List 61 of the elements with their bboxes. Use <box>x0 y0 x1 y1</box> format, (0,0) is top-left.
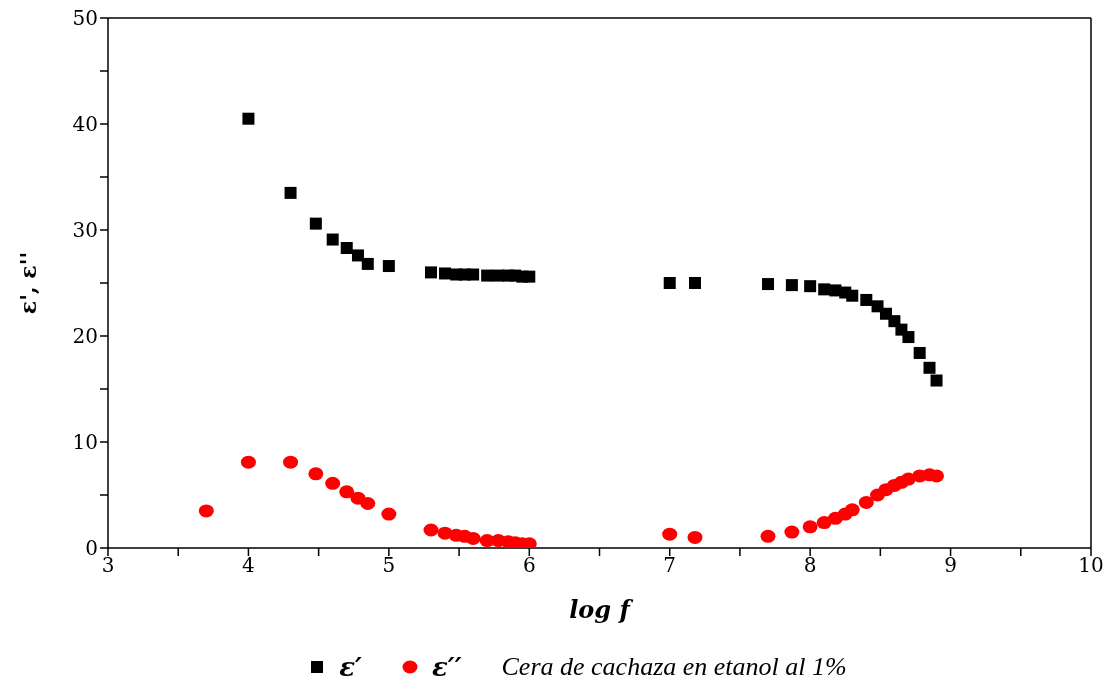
y-tick-label: 0 <box>85 536 98 561</box>
point <box>465 531 481 545</box>
legend-label: ε′ <box>339 652 362 682</box>
point <box>242 112 255 125</box>
legend-label: ε′′ <box>431 652 462 682</box>
point <box>858 495 874 509</box>
y-axis-title: ε', ε'' <box>14 251 41 315</box>
point <box>325 476 341 490</box>
y-tick-label: 40 <box>72 112 98 137</box>
point <box>687 530 703 544</box>
point <box>308 467 324 481</box>
point <box>846 289 859 302</box>
point <box>523 270 536 283</box>
x-tick-label: 4 <box>242 553 255 578</box>
y-tick-label: 30 <box>72 218 98 243</box>
point <box>662 527 678 541</box>
point <box>860 293 873 306</box>
point <box>802 520 818 534</box>
point <box>923 361 936 374</box>
y-tick-label: 20 <box>72 324 98 349</box>
x-tick-label: 3 <box>101 553 115 578</box>
point <box>423 523 439 537</box>
point <box>283 455 299 469</box>
point <box>481 269 494 282</box>
point <box>361 257 374 270</box>
point <box>381 507 397 521</box>
point <box>663 277 676 289</box>
point <box>360 496 376 510</box>
point <box>785 279 798 292</box>
x-tick-label: 6 <box>522 553 536 578</box>
point <box>339 485 355 499</box>
point <box>284 186 297 199</box>
point <box>762 278 775 291</box>
point <box>240 455 256 469</box>
point <box>818 283 831 296</box>
x-tick-label: 9 <box>944 553 957 578</box>
x-tick-label: 7 <box>663 553 677 578</box>
point <box>467 268 480 281</box>
point <box>784 525 800 539</box>
point <box>913 346 926 359</box>
point <box>340 242 353 255</box>
y-tick-label: 10 <box>72 430 98 455</box>
point <box>804 280 817 293</box>
x-tick-label: 10 <box>1078 553 1104 578</box>
point <box>382 260 395 273</box>
x-tick-label: 5 <box>382 553 396 578</box>
point <box>760 529 776 543</box>
point <box>351 249 364 262</box>
y-tick-label: 50 <box>72 6 98 31</box>
x-axis-title: log f <box>569 595 634 624</box>
point <box>930 374 943 387</box>
point <box>424 266 437 279</box>
point <box>844 503 860 517</box>
point <box>309 217 322 230</box>
x-tick-label: 8 <box>803 553 817 578</box>
text: Cera de cachaza en etanol al 1% <box>501 652 847 682</box>
point <box>198 504 214 518</box>
point <box>902 331 915 344</box>
point <box>326 233 339 246</box>
point <box>688 277 701 289</box>
point <box>439 267 452 280</box>
